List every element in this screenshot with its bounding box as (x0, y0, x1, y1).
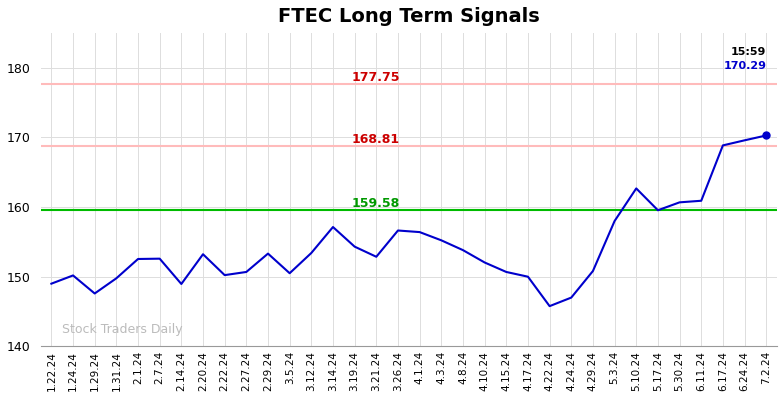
Text: 15:59: 15:59 (731, 47, 766, 57)
Text: 170.29: 170.29 (723, 61, 766, 71)
Text: 159.58: 159.58 (351, 197, 400, 210)
Title: FTEC Long Term Signals: FTEC Long Term Signals (278, 7, 539, 26)
Text: 168.81: 168.81 (351, 133, 400, 146)
Text: 177.75: 177.75 (351, 71, 400, 84)
Text: Stock Traders Daily: Stock Traders Daily (62, 323, 183, 336)
